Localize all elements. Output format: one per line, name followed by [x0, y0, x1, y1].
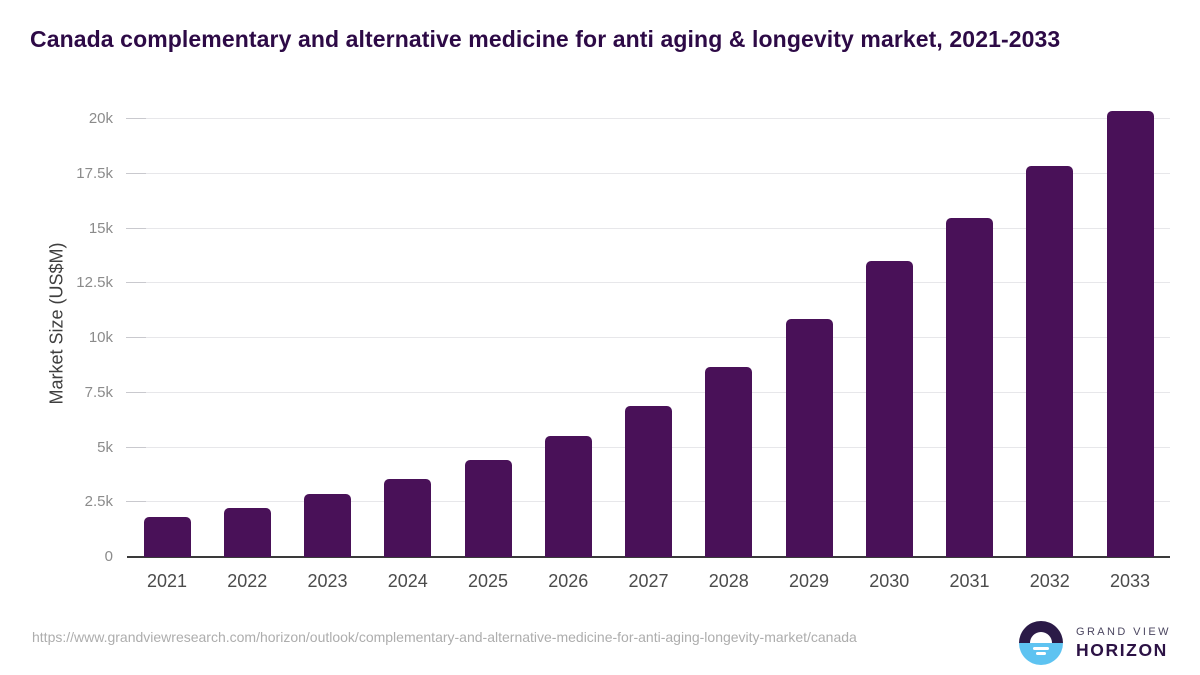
y-tick — [126, 391, 146, 393]
source-url: https://www.grandviewresearch.com/horizo… — [32, 629, 857, 645]
bar-2028[interactable] — [705, 366, 753, 557]
chart-title: Canada complementary and alternative med… — [30, 26, 1061, 52]
x-tick-label-2032: 2032 — [1029, 571, 1070, 591]
x-tick-label-2030: 2030 — [869, 571, 910, 591]
bar-2029[interactable] — [785, 318, 833, 557]
x-axis-line — [127, 556, 1170, 558]
y-tick — [126, 118, 146, 119]
logo-text: GRAND VIEW HORIZON — [1076, 626, 1171, 661]
grandview-horizon-logo: GRAND VIEW HORIZON — [1019, 621, 1171, 665]
y-tick-label-10k: 10k — [88, 329, 113, 346]
plot-area: 0 2.5k 5k 7.5k 10k 12.5k 15k 17.5k 20k 2021 2022 20… — [76, 95, 1170, 591]
x-tick-label-2022: 2022 — [227, 571, 268, 591]
y-tick — [126, 282, 146, 284]
x-tick-label-2023: 2023 — [307, 571, 348, 591]
x-tick-label-2026: 2026 — [548, 571, 589, 591]
gridline-17.5k — [127, 172, 1170, 174]
sun-icon — [1030, 632, 1052, 643]
y-tick-label-15k: 15k — [88, 219, 113, 237]
gridline-12.5k — [127, 282, 1170, 284]
x-tick-label-2033: 2033 — [1109, 571, 1151, 591]
bar-2023[interactable] — [304, 493, 351, 557]
gridline-7.5k — [127, 391, 1170, 393]
y-tick — [126, 446, 146, 448]
y-tick-label-20k: 20k — [88, 110, 113, 127]
x-tick-label-2029: 2029 — [788, 571, 830, 591]
y-tick-label-7.5k: 7.5k — [84, 383, 113, 401]
x-tick-label-2031: 2031 — [949, 571, 990, 591]
bar-2032[interactable] — [1026, 165, 1074, 557]
y-tick-label-17.5k: 17.5k — [76, 164, 113, 182]
y-tick — [126, 172, 146, 174]
x-tick-label-2024: 2024 — [387, 571, 428, 591]
bar-2031[interactable] — [946, 217, 993, 557]
y-tick-label-12.5k: 12.5k — [76, 274, 113, 292]
bar-2033[interactable] — [1106, 110, 1154, 557]
x-tick-label-2025: 2025 — [467, 571, 509, 591]
bar-2022[interactable] — [223, 507, 271, 557]
x-tick-label-2027: 2027 — [628, 571, 669, 591]
x-tick-label-2028: 2028 — [708, 571, 749, 591]
y-tick-label-2.5k: 2.5k — [84, 493, 113, 511]
logo-horizon: HORIZON — [1076, 639, 1168, 660]
y-tick — [126, 227, 146, 229]
y-tick — [126, 337, 146, 338]
gridline-15k — [127, 227, 1170, 229]
y-tick-label-0: 0 — [104, 548, 113, 565]
bar-2027[interactable] — [625, 405, 672, 557]
gridline-20k — [127, 118, 1170, 119]
logo-grand-view: GRAND VIEW — [1076, 625, 1171, 638]
gridline-10k — [127, 337, 1170, 338]
horizon-sunrise-icon — [1019, 621, 1063, 665]
bar-2025[interactable] — [464, 459, 512, 557]
bar-2024[interactable] — [384, 478, 432, 557]
x-tick-label-2021: 2021 — [146, 571, 188, 591]
y-tick — [126, 501, 146, 503]
bar-2030[interactable] — [865, 260, 913, 557]
y-tick-label-5k: 5k — [97, 438, 113, 456]
bar-2026[interactable] — [544, 435, 592, 557]
bar-2021[interactable] — [143, 516, 191, 557]
